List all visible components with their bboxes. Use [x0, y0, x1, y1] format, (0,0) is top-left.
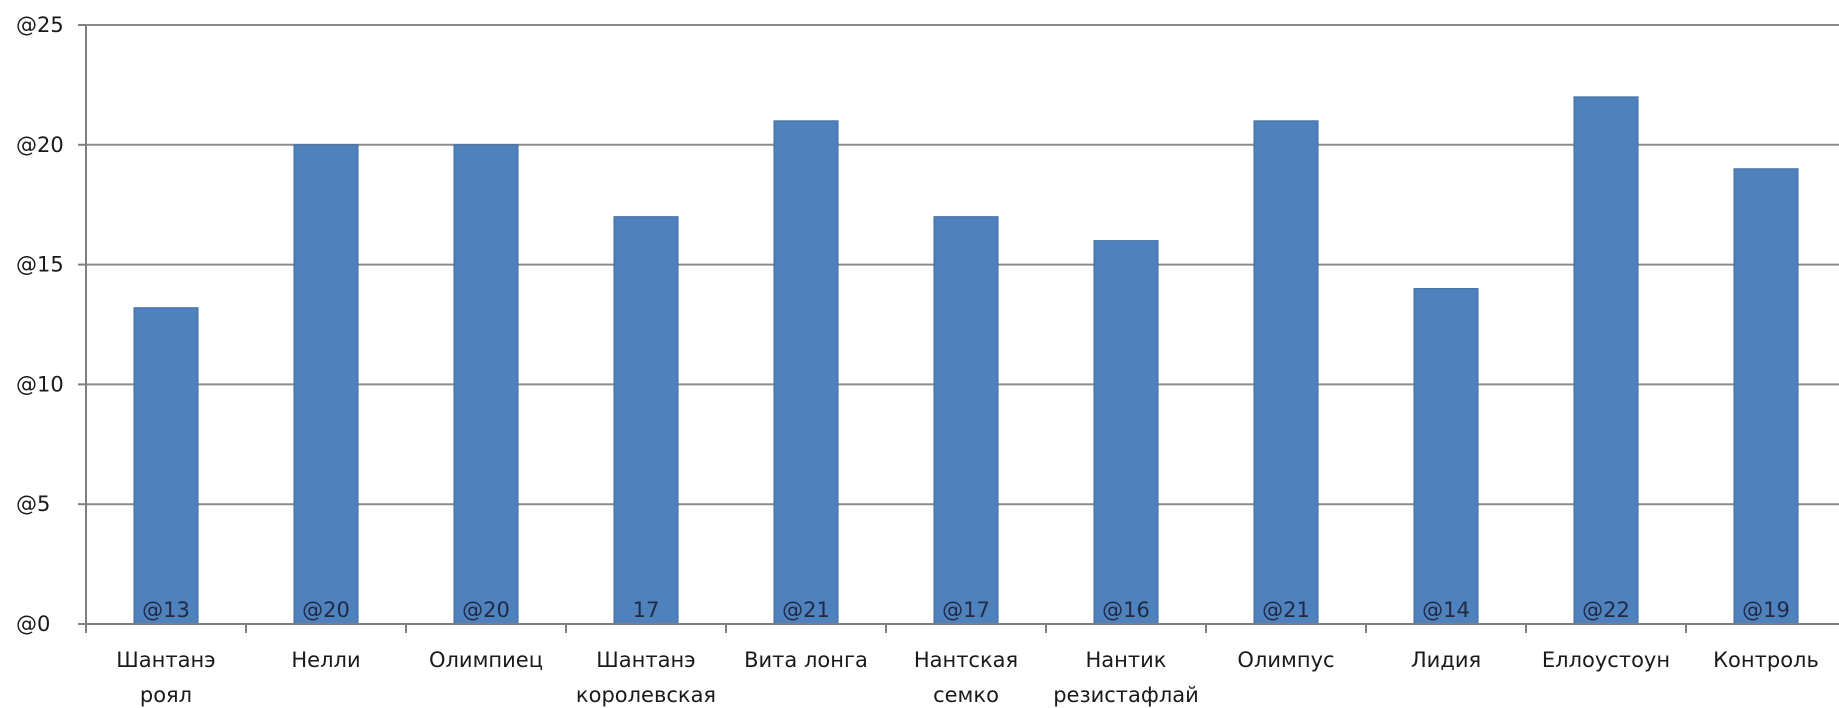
y-tick-label: @20: [16, 133, 64, 157]
category-label: Нантик: [1086, 648, 1167, 672]
y-tick-label: @10: [16, 372, 64, 396]
y-tick-label: @15: [16, 253, 64, 277]
bar: [1093, 240, 1159, 625]
data-label: @17: [942, 598, 990, 622]
bar: [1413, 288, 1479, 625]
data-label: @21: [782, 598, 830, 622]
category-label: Нантская: [914, 648, 1018, 672]
category-label: семко: [933, 683, 999, 707]
category-label: Олимпус: [1237, 648, 1334, 672]
category-label: Шантанэ: [596, 648, 695, 672]
data-label: @20: [302, 598, 350, 622]
data-label: 17: [633, 598, 660, 622]
bar: [773, 120, 839, 625]
bar: [1733, 168, 1799, 625]
labels: @0 @5 @10 @15 @20 @25 @13 Шантанэ роял @20 Нелли @2…: [16, 13, 1819, 707]
data-label: @19: [1742, 598, 1790, 622]
y-tick-label: @5: [16, 492, 50, 516]
bar: [1573, 96, 1639, 625]
category-label: Контроль: [1713, 648, 1819, 672]
bar: [933, 216, 999, 625]
category-label: Вита лонга: [744, 648, 868, 672]
data-label: @20: [462, 598, 510, 622]
category-label: Нелли: [291, 648, 360, 672]
bar: [613, 216, 679, 625]
category-label: королевская: [576, 683, 716, 707]
bars: [133, 96, 1799, 625]
data-label: @21: [1262, 598, 1310, 622]
category-label: Лидия: [1411, 648, 1481, 672]
category-label: Олимпиец: [429, 648, 543, 672]
data-label: @16: [1102, 598, 1150, 622]
y-tick-label: @25: [16, 13, 64, 37]
category-label: роял: [140, 683, 192, 707]
bar: [453, 144, 519, 625]
axes: [78, 24, 1839, 633]
data-label: @13: [142, 598, 190, 622]
data-label: @22: [1582, 598, 1630, 622]
category-label: Шантанэ: [116, 648, 215, 672]
data-label: @14: [1422, 598, 1470, 622]
y-tick-label: @0: [16, 612, 50, 636]
bar: [293, 144, 359, 625]
category-label: Еллоустоун: [1542, 648, 1670, 672]
bar: [133, 307, 199, 625]
bar: [1253, 120, 1319, 625]
category-label: резистафлай: [1053, 683, 1199, 707]
